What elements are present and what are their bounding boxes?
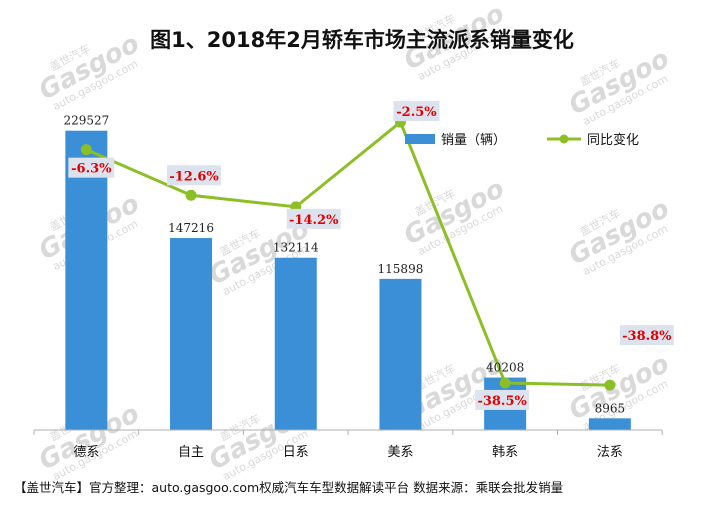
x-ticks	[33, 430, 663, 435]
bar-value-label: 147216	[168, 221, 214, 235]
pct-label: -6.3%	[71, 162, 112, 177]
legend-line-marker	[559, 134, 569, 144]
chart-title: 图1、2018年2月轿车市场主流派系销量变化	[150, 28, 574, 52]
line-path	[85, 119, 610, 387]
category-label: 德系	[73, 445, 99, 460]
bar-value-label: 8965	[595, 401, 626, 415]
pct-label-box	[393, 101, 440, 122]
bar-value-label: 229527	[63, 114, 109, 128]
category-labels: 德系 自主 日系 美系 韩系 法系	[73, 445, 623, 460]
pct-label: -38.8%	[622, 329, 672, 344]
bar-美系	[379, 278, 422, 430]
line-point-韩系	[499, 377, 511, 389]
pct-label: -12.6%	[169, 169, 219, 184]
pct-label-box	[167, 165, 222, 186]
footer-source: 【盖世汽车】官方整理：auto.gasgoo.com权威汽车车型数据解读平台 数…	[14, 480, 563, 495]
legend-bar-label: 销量（辆）	[441, 133, 506, 148]
data-labels: 229527 147216 132114 115898 40208 8965 -6.3% -1…	[63, 101, 674, 415]
bar-value-label: 40208	[486, 361, 524, 375]
line-series	[80, 116, 616, 391]
legend: 销量（辆） 同比变化	[405, 132, 639, 148]
pct-label-box	[286, 208, 341, 229]
pct-label-box	[619, 325, 674, 346]
bar-自主	[170, 238, 213, 430]
line-point-自主	[185, 189, 197, 201]
bar-value-label: 132114	[273, 241, 319, 255]
bar-德系	[65, 130, 108, 431]
legend-line-label: 同比变化	[587, 132, 639, 148]
category-label: 美系	[387, 445, 413, 460]
pct-label: -14.2%	[289, 213, 339, 228]
line-point-法系	[604, 379, 616, 391]
bar-series	[65, 130, 631, 431]
category-label: 法系	[597, 445, 623, 460]
pct-label-box	[475, 389, 530, 410]
pct-label-box	[68, 157, 115, 178]
bar-法系	[588, 418, 631, 430]
category-label: 日系	[283, 445, 309, 460]
line-point-德系	[80, 144, 92, 156]
category-label: 自主	[178, 445, 204, 460]
bar-value-label: 115898	[378, 262, 424, 276]
legend-bar-swatch	[405, 134, 435, 144]
category-label: 韩系	[492, 445, 518, 460]
bar-日系	[274, 257, 317, 430]
pct-label: -2.5%	[396, 105, 437, 120]
pct-label: -38.5%	[477, 394, 527, 409]
